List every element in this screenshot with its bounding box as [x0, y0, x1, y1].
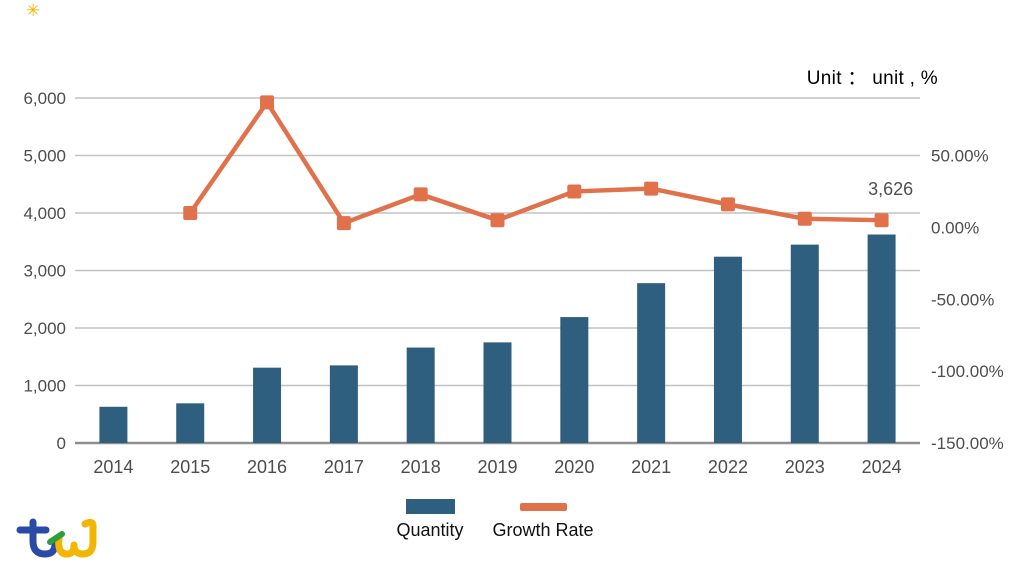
quantity-bar	[867, 234, 896, 443]
logo-letter-d	[55, 518, 97, 558]
x-axis-tick-label: 2014	[93, 457, 133, 477]
left-axis-tick-label: 1,000	[23, 377, 66, 396]
growth-rate-marker	[720, 197, 735, 212]
quantity-bar	[406, 347, 435, 443]
right-axis-tick-label: 0.00%	[931, 218, 979, 237]
quantity-bar	[483, 342, 512, 443]
growth-rate-marker	[644, 181, 659, 196]
sparkle-icon: ✳	[26, 1, 41, 20]
x-axis-tick-label: 2016	[247, 457, 287, 477]
quantity-bar	[176, 403, 205, 443]
x-axis-tick-label: 2018	[401, 457, 441, 477]
growth-rate-marker	[874, 213, 889, 228]
bar-value-label: 3,626	[868, 179, 913, 199]
growth-rate-marker	[336, 216, 351, 231]
quantity-swatch	[405, 499, 455, 514]
right-axis-tick-label: -50.00%	[931, 290, 994, 309]
left-axis-tick-label: 5,000	[23, 147, 66, 166]
quantity-bar	[713, 256, 742, 443]
right-axis-tick-label: -150.00%	[931, 434, 1004, 453]
legend-item-growth-rate: Growth Rate	[484, 496, 602, 541]
legend: Quantity Growth Rate	[0, 496, 1024, 548]
quantity-bar	[253, 367, 282, 443]
logo-accent-dash	[47, 531, 65, 545]
legend-item-quantity: Quantity	[383, 496, 477, 541]
x-axis-tick-label: 2015	[170, 457, 210, 477]
growth-rate-marker	[260, 95, 275, 110]
left-axis-tick-label: 0	[57, 434, 66, 453]
quantity-bar	[329, 365, 358, 443]
quantity-bar	[790, 244, 819, 443]
brand-logo	[16, 518, 97, 558]
x-axis-tick-label: 2023	[785, 457, 825, 477]
quantity-bar	[560, 317, 589, 443]
x-axis-tick-label: 2021	[631, 457, 671, 477]
legend-label-growth-rate: Growth Rate	[492, 520, 594, 540]
left-axis-tick-label: 4,000	[23, 204, 66, 223]
growth-rate-marker	[797, 211, 812, 226]
x-axis-tick-label: 2019	[477, 457, 517, 477]
x-axis-tick-label: 2022	[708, 457, 748, 477]
x-axis-tick-label: 2020	[554, 457, 594, 477]
growth-rate-marker	[490, 213, 505, 228]
growth-rate-marker	[183, 206, 198, 220]
growth-rate-line	[188, 100, 882, 226]
logo-letter-t	[29, 518, 59, 558]
right-axis-tick-label: -100.00%	[931, 362, 1004, 381]
quantity-bar	[99, 406, 128, 443]
left-axis-tick-label: 3,000	[23, 262, 66, 281]
x-axis-tick-label: 2024	[862, 457, 902, 477]
growth-rate-marker	[567, 184, 582, 199]
growth-rate-swatch	[519, 503, 567, 511]
left-axis-tick-label: 2,000	[23, 319, 66, 338]
left-axis-tick-label: 6,000	[23, 89, 66, 108]
quantity-bar	[637, 283, 666, 443]
growth-rate-marker	[413, 187, 428, 202]
legend-label-quantity: Quantity	[396, 520, 464, 540]
right-axis-tick-label: 50.00%	[931, 147, 989, 166]
unit-label: Unit ： unit , %	[806, 68, 938, 89]
x-axis-tick-label: 2017	[324, 457, 364, 477]
